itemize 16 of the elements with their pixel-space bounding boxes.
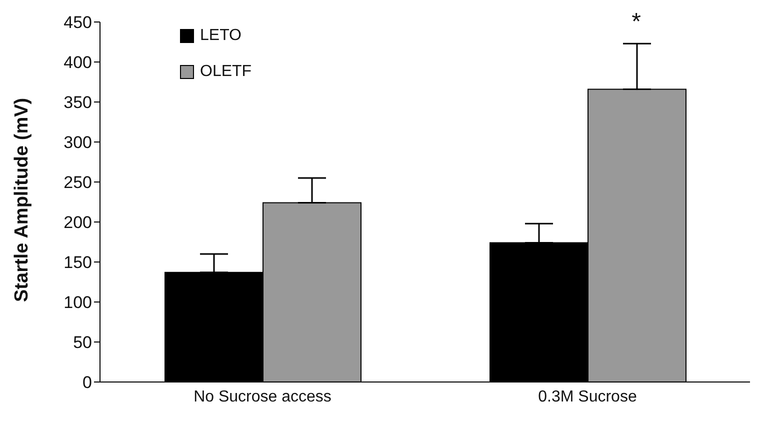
legend-label: OLETF [200,62,252,82]
y-tick-label: 150 [64,253,92,272]
annotation: * [632,8,641,36]
y-tick-label: 400 [64,53,92,72]
x-tick-label: No Sucrose access [194,388,332,406]
y-tick-label: 450 [64,13,92,32]
y-tick-label: 0 [82,373,92,392]
y-axis-title: Startle Amplitude (mV) [12,98,33,302]
x-tick-label: 0.3M Sucrose [538,388,637,406]
y-tick-label: 200 [64,213,92,232]
y-tick-label: 300 [64,133,92,152]
y-tick-label: 100 [64,293,92,312]
y-tick-label: 250 [64,173,92,192]
legend-label: LETO [200,26,242,46]
y-tick-label: 50 [73,333,92,352]
y-tick-label: 350 [64,93,92,112]
